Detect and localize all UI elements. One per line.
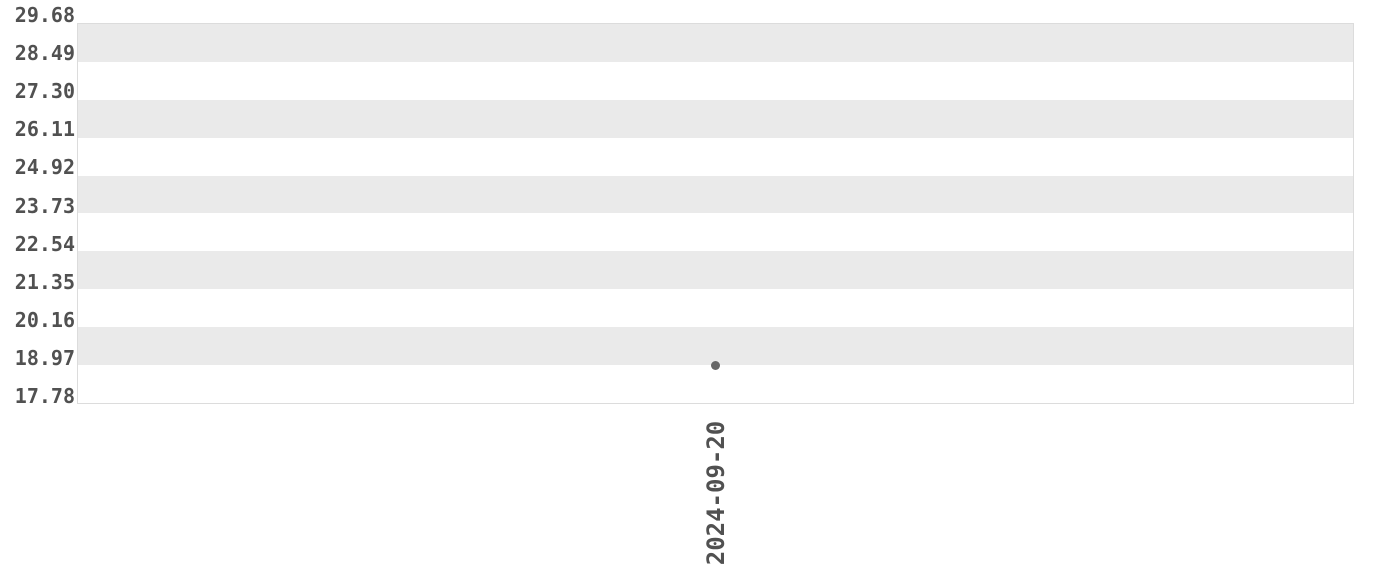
- data-point-marker: [711, 360, 720, 370]
- grid-band-shaded: [78, 175, 1353, 214]
- grid-band-white: [78, 61, 1353, 100]
- y-tick-label: 26.11: [14, 117, 75, 142]
- y-tick-label: 29.68: [14, 3, 75, 27]
- y-tick-label: 28.49: [14, 41, 75, 66]
- y-tick-label: 23.73: [14, 193, 75, 218]
- y-tick-label: 24.92: [14, 155, 75, 180]
- grid-band-white: [78, 137, 1353, 176]
- y-tick-label: 21.35: [14, 269, 75, 294]
- grid-band-shaded: [78, 24, 1353, 62]
- plot-area: [77, 23, 1354, 404]
- y-tick-label: 17.78: [14, 384, 75, 408]
- y-tick-label: 18.97: [14, 345, 75, 370]
- grid-band-white: [78, 213, 1353, 252]
- y-axis: 29.68 28.49 27.30 26.11 24.92 23.73 22.54 21.35…: [0, 0, 77, 430]
- grid-band-white: [78, 289, 1353, 328]
- y-tick-label: 20.16: [14, 307, 75, 332]
- y-tick-label: 27.30: [14, 79, 75, 104]
- grid-band-shaded: [78, 99, 1353, 138]
- x-tick-label: 2024-09-20: [702, 420, 730, 566]
- grid-band-shaded: [78, 327, 1353, 366]
- grid-band-white: [78, 365, 1353, 403]
- y-tick-label: 22.54: [14, 231, 75, 256]
- grid-band-shaded: [78, 251, 1353, 290]
